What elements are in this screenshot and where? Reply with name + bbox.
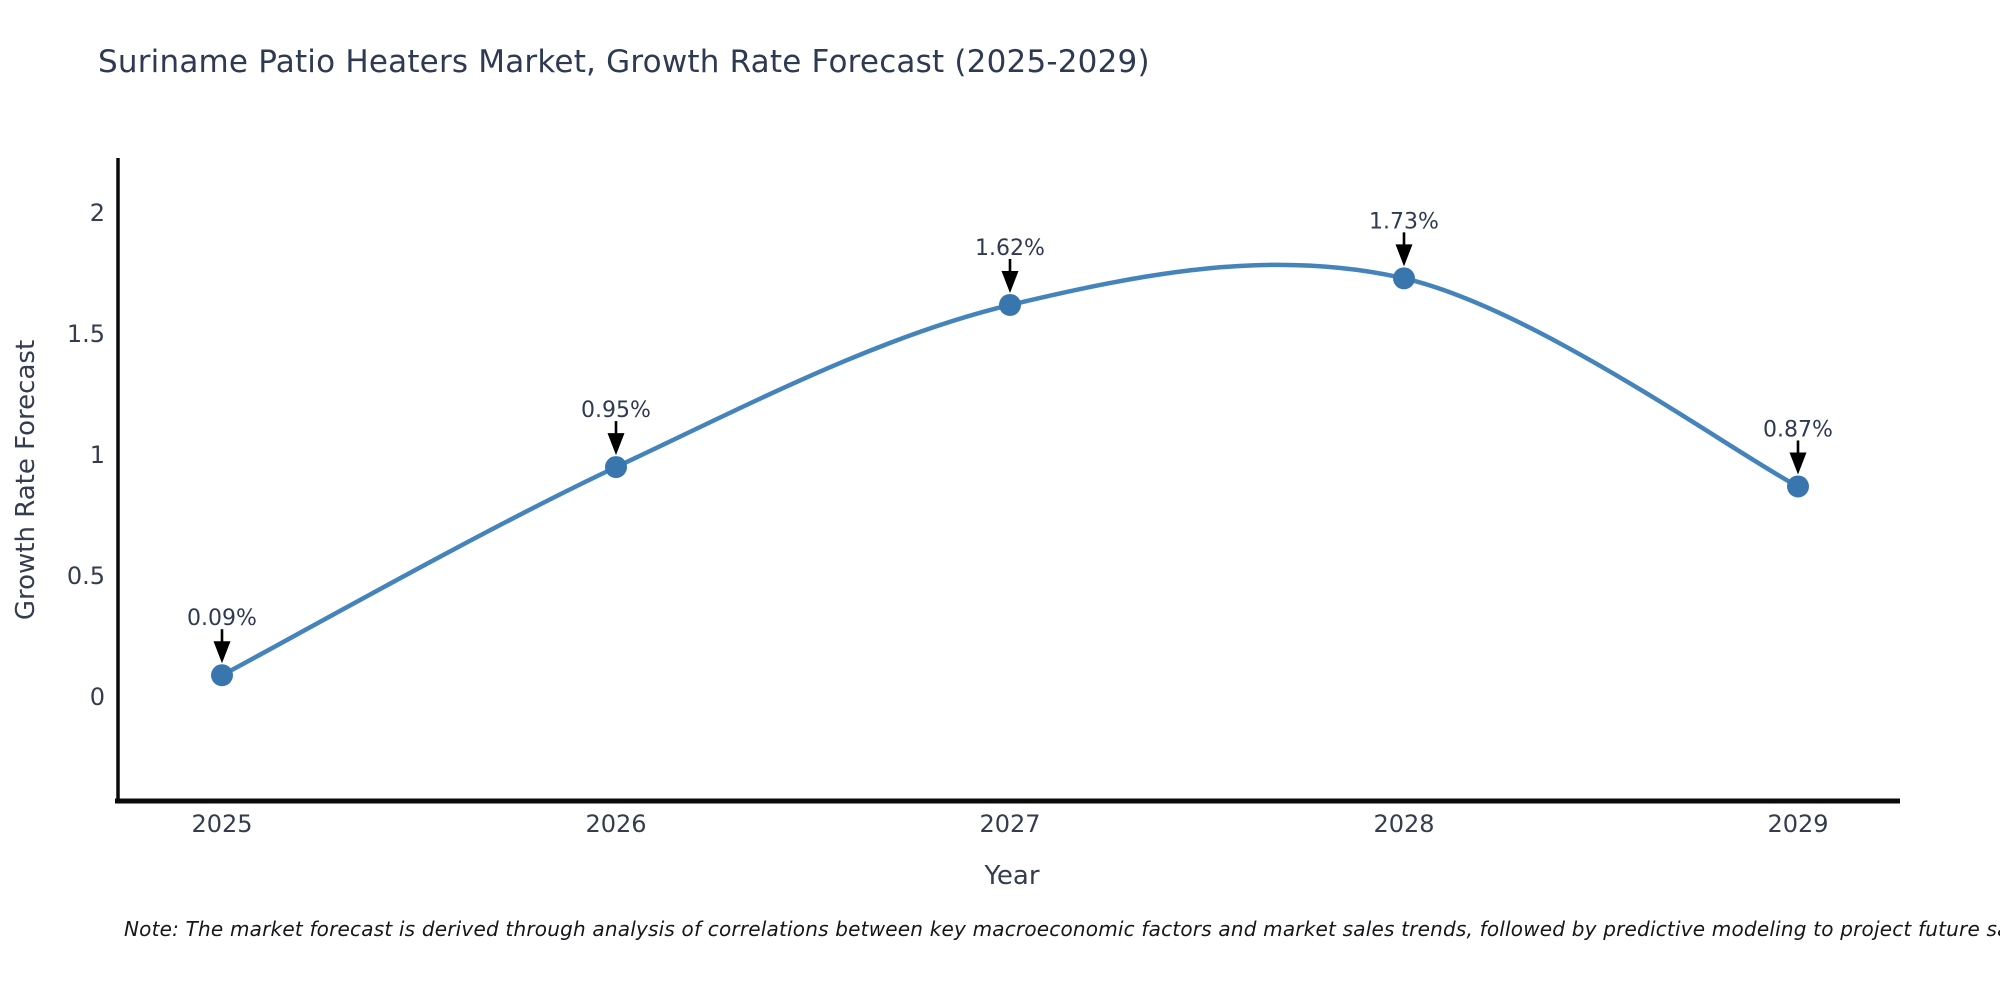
- y-tick-label: 0.5: [67, 562, 105, 590]
- x-tick-label: 2028: [1373, 810, 1434, 838]
- y-tick-label: 0: [90, 683, 105, 711]
- y-tick-label: 2: [90, 199, 105, 227]
- annotation-arrow-icon: [1001, 270, 1019, 293]
- annotation-arrow-icon: [1789, 452, 1807, 475]
- y-tick-label: 1: [90, 441, 105, 469]
- x-tick-label: 2027: [979, 810, 1040, 838]
- x-axis-title: Year: [983, 861, 1039, 891]
- point-value-label: 0.87%: [1763, 417, 1833, 442]
- annotation-arrow-icon: [213, 641, 231, 664]
- annotation-arrow-icon: [1395, 244, 1413, 267]
- growth-rate-curve: [219, 262, 1801, 678]
- point-value-label: 1.62%: [975, 236, 1045, 261]
- x-tick-label: 2029: [1767, 810, 1828, 838]
- chart-title: Suriname Patio Heaters Market, Growth Ra…: [98, 44, 1150, 80]
- data-point-2026: [605, 456, 627, 479]
- point-value-label: 0.09%: [187, 606, 257, 631]
- data-point-2027: [999, 293, 1021, 316]
- data-point-2025: [211, 664, 233, 687]
- x-tick-label: 2026: [585, 810, 646, 838]
- annotation-arrow-icon: [607, 433, 625, 456]
- y-tick-label: 1.5: [67, 320, 105, 348]
- data-point-2029: [1787, 475, 1809, 498]
- y-axis-title: Growth Rate Forecast: [11, 340, 41, 620]
- point-value-label: 0.95%: [581, 398, 651, 423]
- data-point-2028: [1393, 267, 1415, 290]
- forecast-note: Note: The market forecast is derived thr…: [124, 917, 2000, 941]
- x-tick-label: 2025: [191, 810, 252, 838]
- point-value-label: 1.73%: [1369, 209, 1439, 234]
